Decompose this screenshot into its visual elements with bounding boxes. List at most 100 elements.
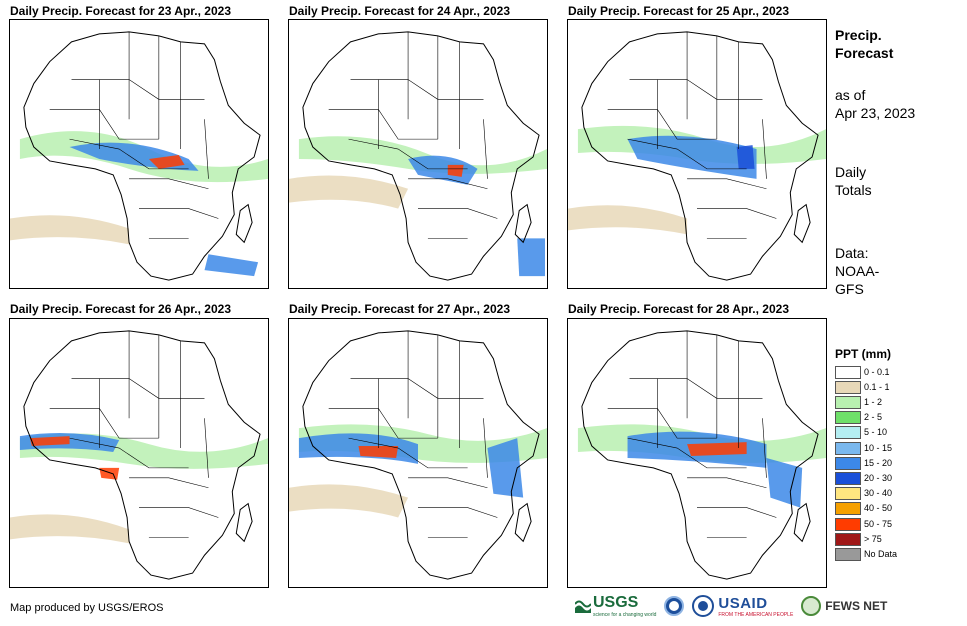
- precip-area: [687, 442, 747, 456]
- country-border: [607, 109, 717, 140]
- country-border: [687, 178, 767, 190]
- madagascar-outline: [235, 502, 253, 543]
- country-border: [49, 109, 159, 140]
- country-border: [204, 119, 209, 179]
- country-border: [762, 418, 767, 478]
- sidebar-data-line2: NOAA-: [835, 263, 880, 279]
- usgs-logo-text: USGS: [593, 594, 639, 611]
- country-border: [687, 477, 767, 489]
- usgs-logo-tagline: science for a changing world: [593, 612, 657, 618]
- country-border: [139, 208, 219, 219]
- country-border: [348, 437, 468, 469]
- country-border: [348, 138, 468, 170]
- precip-area: [627, 135, 757, 179]
- precip-area: [487, 438, 524, 498]
- country-border: [49, 408, 159, 439]
- precip-area: [447, 164, 464, 177]
- legend-item: 0.1 - 1: [835, 380, 890, 394]
- africa-coastline: [23, 31, 261, 281]
- sidebar-heading-line2: Forecast: [835, 45, 894, 61]
- precip-area: [289, 484, 409, 518]
- legend-swatch: [835, 380, 861, 394]
- legend-swatch: [835, 487, 861, 501]
- sidebar-totals-line2: Totals: [835, 182, 872, 198]
- panel-title-6: Daily Precip. Forecast for 28 Apr., 2023: [568, 302, 789, 316]
- sidebar-asof-line2: Apr 23, 2023: [835, 105, 916, 121]
- country-border: [350, 378, 484, 399]
- africa-map: [289, 319, 547, 587]
- legend-label: > 75: [864, 533, 882, 544]
- usgs-wave-icon: [575, 600, 591, 613]
- fews-net-logo-text: FEWS NET: [825, 599, 888, 613]
- country-border: [69, 138, 189, 170]
- panel-title-1: Daily Precip. Forecast for 23 Apr., 2023: [10, 4, 231, 18]
- madagascar-outline: [514, 502, 532, 543]
- legend-label: 1 - 2: [864, 396, 883, 407]
- precip-area: [148, 154, 185, 169]
- country-border: [483, 418, 488, 478]
- country-border: [483, 119, 488, 179]
- fews-net-logo: FEWS NET: [801, 596, 887, 616]
- precip-area: [408, 155, 478, 185]
- legend-item: No Data: [835, 547, 897, 561]
- legend-item: > 75: [835, 532, 882, 546]
- africa-coastline: [581, 31, 819, 281]
- country-border: [408, 477, 488, 489]
- usaid-logo: USAID FROM THE AMERICAN PEOPLE: [692, 595, 793, 618]
- country-border: [697, 507, 777, 518]
- legend-item: 40 - 50: [835, 502, 892, 516]
- africa-map: [289, 20, 547, 288]
- country-border: [762, 119, 767, 179]
- sidebar-totals-line1: Daily: [835, 164, 867, 180]
- partner-logos: USGS science for a changing world USAID …: [575, 594, 887, 618]
- africa-coastline: [302, 330, 540, 580]
- precip-area: [517, 238, 546, 277]
- country-border: [629, 378, 763, 399]
- legend-label: 2 - 5: [864, 412, 883, 423]
- country-border: [139, 507, 219, 518]
- madagascar-outline: [235, 203, 253, 244]
- precip-area: [766, 457, 803, 508]
- legend-label: 15 - 20: [864, 457, 893, 468]
- legend-swatch: [835, 547, 861, 561]
- africa-map: [10, 20, 268, 288]
- legend-swatch: [835, 456, 861, 470]
- country-border: [328, 109, 438, 140]
- precip-area: [289, 175, 409, 209]
- country-border: [697, 208, 777, 219]
- country-border: [408, 178, 488, 190]
- precip-area: [298, 136, 547, 174]
- legend-title: PPT (mm): [835, 347, 892, 361]
- madagascar-outline: [793, 502, 811, 543]
- legend-item: 5 - 10: [835, 426, 887, 440]
- country-border: [629, 79, 763, 100]
- usgs-logo: USGS science for a changing world: [575, 594, 656, 618]
- legend-item: 0 - 0.1: [835, 365, 890, 379]
- sidebar-asof-line1: as of: [835, 87, 866, 103]
- panel-title-5: Daily Precip. Forecast for 27 Apr., 2023: [289, 302, 510, 316]
- legend-label: 10 - 15: [864, 442, 893, 453]
- precip-area: [204, 254, 259, 277]
- africa-map: [10, 319, 268, 587]
- country-border: [627, 138, 747, 170]
- sidebar-data-line3: GFS: [835, 281, 864, 297]
- legend-swatch: [835, 426, 861, 440]
- legend-label: 0.1 - 1: [864, 381, 890, 392]
- map-panel-4: [9, 318, 269, 588]
- country-border: [71, 79, 205, 100]
- panel-title-3: Daily Precip. Forecast for 25 Apr., 2023: [568, 4, 789, 18]
- africa-coastline: [581, 330, 819, 580]
- precip-area: [29, 436, 70, 447]
- country-border: [350, 79, 484, 100]
- legend-label: 0 - 0.1: [864, 366, 890, 377]
- legend-swatch: [835, 441, 861, 455]
- legend-label: 20 - 30: [864, 472, 893, 483]
- legend-swatch: [835, 517, 861, 531]
- precip-area: [568, 205, 688, 235]
- legend-swatch: [835, 395, 861, 409]
- legend-item: 1 - 2: [835, 395, 882, 409]
- precip-area: [10, 215, 130, 245]
- legend-item: 20 - 30: [835, 471, 892, 485]
- africa-map: [568, 319, 826, 587]
- sidebar-data-line1: Data:: [835, 245, 869, 261]
